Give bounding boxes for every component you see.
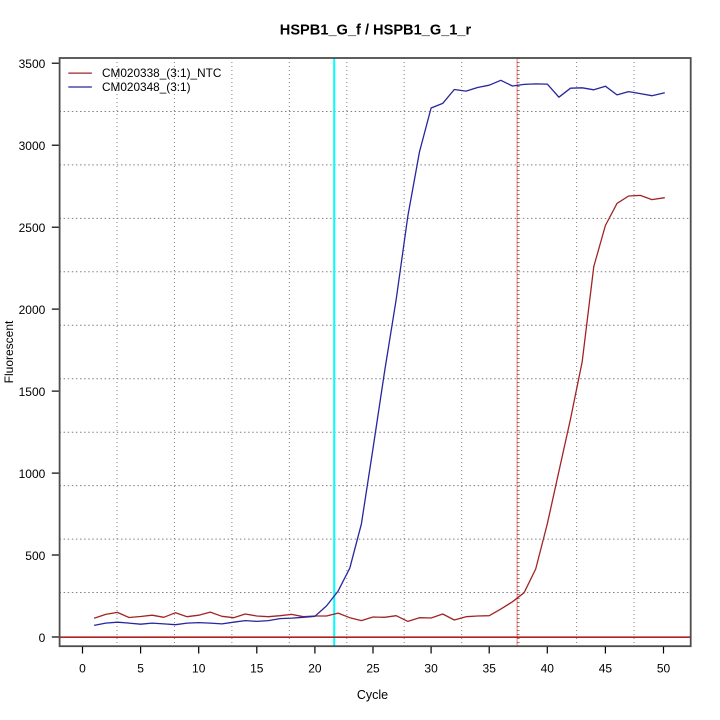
svg-text:1500: 1500 [19,385,46,399]
svg-text:0: 0 [79,662,86,676]
svg-text:CM020348_(3:1): CM020348_(3:1) [102,80,191,94]
svg-text:500: 500 [25,549,45,563]
svg-text:30: 30 [424,662,438,676]
svg-text:15: 15 [250,662,264,676]
svg-text:HSPB1_G_f / HSPB1_G_1_r: HSPB1_G_f / HSPB1_G_1_r [280,23,472,39]
svg-text:5: 5 [137,662,144,676]
svg-text:2500: 2500 [19,221,46,235]
svg-text:25: 25 [366,662,380,676]
svg-text:20: 20 [308,662,322,676]
svg-text:Cycle: Cycle [357,688,388,702]
svg-text:45: 45 [599,662,613,676]
svg-text:10: 10 [192,662,206,676]
svg-text:0: 0 [39,631,46,645]
svg-text:2000: 2000 [19,303,46,317]
svg-text:35: 35 [483,662,497,676]
svg-text:3000: 3000 [19,139,46,153]
svg-text:40: 40 [541,662,555,676]
svg-text:50: 50 [657,662,671,676]
svg-text:3500: 3500 [19,57,46,71]
svg-text:CM020338_(3:1)_NTC: CM020338_(3:1)_NTC [102,66,222,80]
svg-text:1000: 1000 [19,467,46,481]
svg-text:Fluorescent: Fluorescent [2,320,16,383]
